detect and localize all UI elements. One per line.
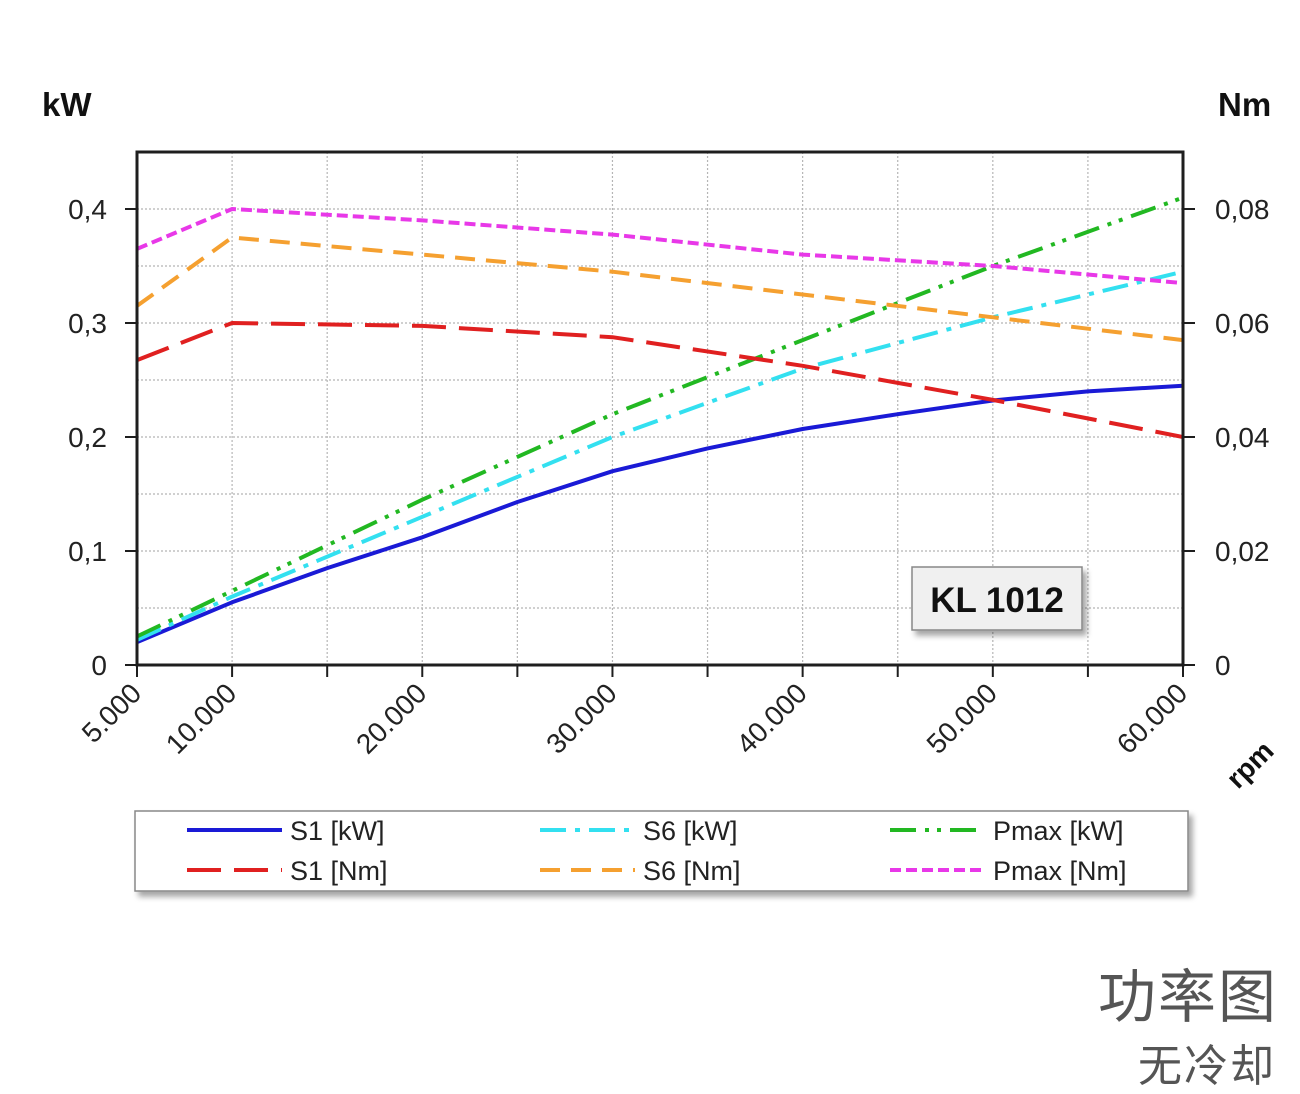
y-right-tick-label: 0,08: [1215, 194, 1270, 225]
y-right-tick-label: 0: [1215, 650, 1231, 681]
x-unit-label: rpm: [1220, 735, 1279, 794]
plot-frame: [135, 150, 1185, 667]
legend-label: S6 [kW]: [643, 816, 738, 846]
y-right-tick-label: 0,06: [1215, 308, 1270, 339]
legend-label: S1 [kW]: [290, 816, 385, 846]
power-chart: 0 0,1 0,2 0,3 0,4 0 0,02 0,04 0,06 0,08 5.000 10.00…: [42, 86, 1280, 892]
x-tick-label: 10.000: [160, 677, 242, 759]
footer-subtitle: 无冷却: [1138, 1041, 1276, 1092]
legend-label: Pmax [kW]: [993, 816, 1124, 846]
legend-label: S6 [Nm]: [643, 856, 741, 886]
y-left-tick-label: 0,2: [68, 422, 107, 453]
series-line-pmax-nm: [137, 207, 1183, 286]
x-tick-label: 5.000: [76, 677, 147, 748]
x-tick-label: 40.000: [730, 677, 812, 759]
series-line-s1-kw: [137, 383, 1183, 645]
x-tick-label: 60.000: [1111, 677, 1193, 759]
y-left-tick-label: 0,4: [68, 194, 107, 225]
footer-title: 功率图: [1097, 963, 1278, 1031]
legend-label: S1 [Nm]: [290, 856, 388, 886]
series-line-s1-nm: [137, 321, 1183, 439]
model-label: KL 1012: [930, 581, 1064, 620]
series-line-s6-kw: [137, 269, 1183, 642]
x-tick-label: 30.000: [540, 677, 622, 759]
y-right-tick-label: 0,04: [1215, 422, 1270, 453]
x-tick-label: 20.000: [350, 677, 432, 759]
y-left-tick-label: 0: [91, 650, 107, 681]
y-right-tick-label: 0,02: [1215, 536, 1270, 567]
y-right-unit-label: Nm: [1218, 86, 1271, 123]
legend-box: [134, 810, 1189, 892]
legend-label: Pmax [Nm]: [993, 856, 1127, 886]
series-line-s6-nm: [137, 235, 1183, 343]
model-label-box: [911, 566, 1083, 631]
x-tick-label: 50.000: [921, 677, 1003, 759]
y-left-tick-label: 0,1: [68, 536, 107, 567]
y-left-unit-label: kW: [42, 86, 92, 123]
y-left-tick-label: 0,3: [68, 308, 107, 339]
